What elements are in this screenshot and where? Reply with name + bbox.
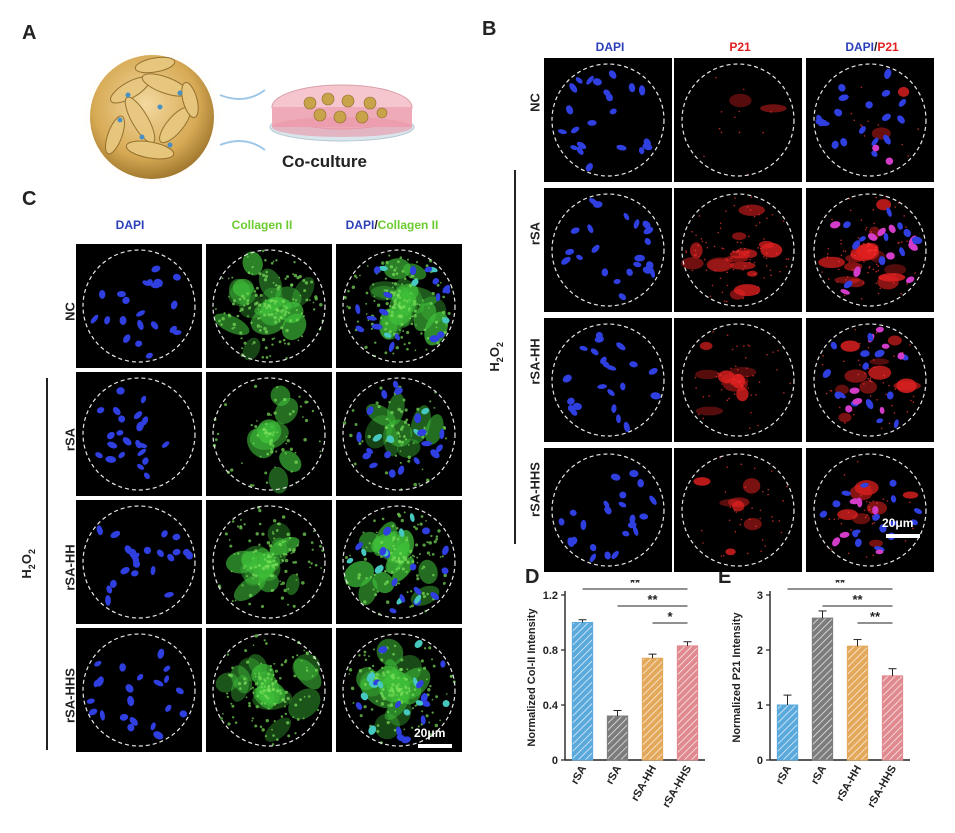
- micrograph-p21: [674, 318, 802, 442]
- bar: [606, 715, 629, 761]
- micrograph-merge-col: [336, 628, 462, 752]
- micrograph-p21: [674, 58, 802, 182]
- micrograph-p21: [674, 188, 802, 312]
- scale-bar: [886, 534, 920, 538]
- panel-c-row-rsa-hh: rSA-HH: [62, 544, 78, 591]
- micrograph-merge-p21: [806, 188, 934, 312]
- micrograph-dapi: [544, 318, 672, 442]
- panel-c-header-collagen: Collagen II: [231, 218, 293, 232]
- scale-bar-label: 20μm: [414, 726, 446, 740]
- merge-sep: /: [374, 218, 378, 232]
- micrograph-merge-col: [336, 372, 462, 496]
- bar: [676, 645, 699, 761]
- y-tick-label: 0.8: [543, 645, 558, 657]
- merge-second: P21: [877, 40, 899, 54]
- significance-label: **: [630, 580, 641, 590]
- significance-label: **: [835, 580, 846, 590]
- y-tick-label: 1: [757, 700, 763, 712]
- x-tick-label: rSA: [774, 763, 794, 786]
- x-tick-label: rSA: [569, 763, 589, 786]
- panel-b-header-dapi: DAPI: [595, 40, 625, 54]
- bar: [811, 617, 834, 761]
- y-tick-label: 0: [757, 755, 763, 767]
- merge-first: DAPI: [345, 218, 375, 232]
- panel-label-c: C: [22, 188, 37, 210]
- panel-b-group-line: [514, 170, 516, 544]
- panel-label-d: D: [525, 566, 540, 588]
- x-tick-label: rSA-HH: [629, 763, 659, 803]
- panel-b-row-nc: NC: [527, 93, 543, 112]
- bar: [571, 622, 594, 761]
- significance-label: *: [667, 609, 673, 624]
- panel-c-group-line: [46, 378, 48, 750]
- micrograph-dapi: [544, 448, 672, 572]
- x-tick-label: rSA: [809, 763, 829, 786]
- panel-c-header-dapi: DAPI: [115, 218, 145, 232]
- coculture-caption: Co-culture: [282, 152, 367, 171]
- x-tick-label: rSA-HH: [834, 763, 864, 803]
- micrograph-dapi: [76, 500, 202, 624]
- panel-b-h2o2-label: H2O2: [487, 342, 505, 372]
- y-tick-label: 1.2: [543, 590, 558, 602]
- y-tick-label: 3: [757, 590, 763, 602]
- y-tick-label: 0.4: [543, 700, 559, 712]
- y-tick-label: 0: [552, 755, 558, 767]
- panel-d-chart: 0 0.4 0.8 1.2 Normalized Col-II Intensity rSA…: [526, 580, 705, 810]
- micrograph-merge-p21: [806, 448, 934, 572]
- micrograph-dapi: [76, 372, 202, 496]
- bar: [776, 704, 799, 761]
- panel-b-row-rsa-hhs: rSA-HHS: [527, 462, 543, 517]
- panel-b-header-merge: DAPI/P21: [806, 40, 938, 54]
- scale-bar: [418, 744, 452, 748]
- panel-b-row-rsa: rSA: [527, 221, 543, 246]
- significance-label: **: [870, 609, 881, 624]
- panel-c-header-merge: DAPI/Collagen II: [326, 218, 458, 232]
- y-axis-label: Normalized Col-II Intensity: [526, 608, 538, 747]
- micrograph-merge-col: [336, 500, 462, 624]
- x-tick-label: rSA-HHS: [865, 764, 899, 810]
- micrograph-merge-p21: [806, 318, 934, 442]
- panel-c-h2o2-label: H2O2: [19, 549, 37, 579]
- micrograph-dapi: [544, 58, 672, 182]
- merge-sep: /: [873, 40, 878, 54]
- panel-c-row-rsa: rSA: [62, 427, 78, 452]
- micrograph-merge-col: [336, 244, 462, 368]
- significance-label: **: [852, 592, 863, 607]
- panel-b-row-rsa-hh: rSA-HH: [527, 338, 543, 385]
- micrograph-dapi: [76, 244, 202, 368]
- micrograph-merge-p21: [806, 58, 934, 182]
- micrograph-col: [206, 244, 332, 368]
- microsphere-illustration: [80, 45, 415, 185]
- y-axis-label: Normalized P21 Intensity: [731, 612, 743, 743]
- micrograph-dapi: [544, 188, 672, 312]
- significance-label: **: [647, 592, 658, 607]
- micrograph-col: [206, 500, 332, 624]
- y-tick-label: 2: [757, 645, 763, 657]
- bar: [641, 657, 664, 761]
- panel-c-row-rsa-hhs: rSA-HHS: [62, 668, 78, 723]
- panel-c-row-nc: NC: [62, 302, 78, 321]
- x-tick-label: rSA-HHS: [660, 764, 694, 810]
- x-tick-label: rSA: [604, 763, 624, 786]
- merge-first: DAPI: [845, 40, 874, 54]
- micrograph-col: [206, 372, 332, 496]
- panel-b-header-p21: P21: [729, 40, 751, 54]
- micrograph-p21: [674, 448, 802, 572]
- micrograph-dapi: [76, 628, 202, 752]
- merge-second: Collagen II: [377, 218, 439, 232]
- micrograph-col: [206, 628, 332, 752]
- panel-label-b: B: [482, 18, 497, 40]
- bar: [846, 645, 869, 761]
- panel-label-a: A: [22, 22, 37, 44]
- bar: [881, 675, 904, 761]
- scale-bar-label: 20μm: [882, 516, 914, 530]
